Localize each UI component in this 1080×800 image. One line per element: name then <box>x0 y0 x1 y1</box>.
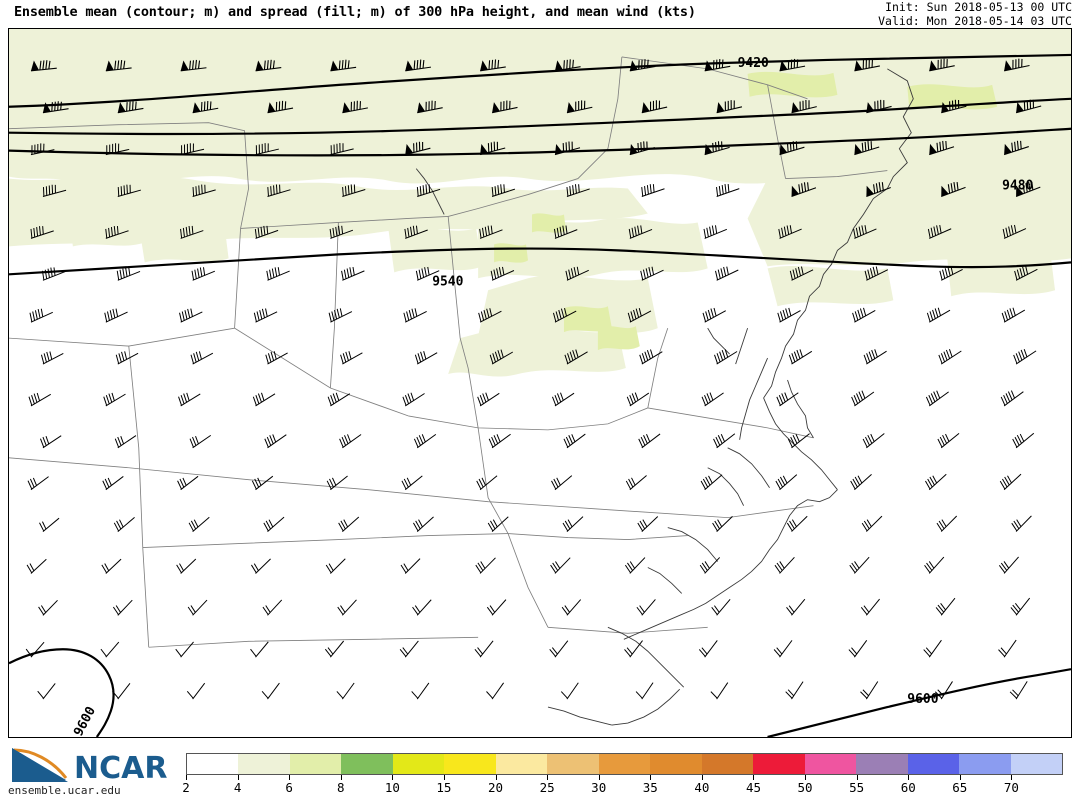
colorbar-tick-label: 8 <box>336 780 345 795</box>
colorbar-cell <box>1010 754 1062 774</box>
colorbar-cell <box>341 754 393 774</box>
contour-label: 9480 <box>1002 179 1033 194</box>
colorbar-cell <box>187 754 239 774</box>
colorbar-tick <box>805 775 807 780</box>
colorbar-tick <box>443 775 445 780</box>
forecast-timestamps: Init: Sun 2018-05-13 00 UTC Valid: Mon 20… <box>878 0 1072 28</box>
colorbar-tick <box>340 775 342 780</box>
colorbar-tick <box>959 775 961 780</box>
colorbar-tick <box>856 775 858 780</box>
colorbar-tick-label: 25 <box>539 780 555 795</box>
colorbar-tick-label: 2 <box>182 780 190 795</box>
colorbar-tick <box>908 775 910 780</box>
colorbar-tick-label: 50 <box>797 780 813 795</box>
map-svg: 9420 9480 9540 9600 9600 <box>9 29 1071 737</box>
colorbar-tick <box>237 775 239 780</box>
colorbar-tick-label: 4 <box>233 780 242 795</box>
colorbar-tick-label: 40 <box>694 780 710 795</box>
colorbar-tick-label: 6 <box>285 780 293 795</box>
svg-text:NCAR: NCAR <box>74 751 167 786</box>
colorbar-cell <box>753 754 805 774</box>
colorbar-cell <box>547 754 599 774</box>
colorbar-tick-label: 45 <box>745 780 761 795</box>
contour-label: 9600 <box>907 692 938 707</box>
colorbar-tick-label: 35 <box>642 780 658 795</box>
colorbar-cell <box>650 754 702 774</box>
colorbar-tick <box>701 775 703 780</box>
colorbar-tick-label: 60 <box>900 780 916 795</box>
colorbar-cell <box>959 754 1011 774</box>
colorbar-cell <box>701 754 754 774</box>
colorbar-tick-label: 70 <box>1003 780 1019 795</box>
colorbar-tick-label: 15 <box>436 780 452 795</box>
logo-url: ensemble.ucar.edu <box>8 784 121 797</box>
ncar-logo[interactable]: NCAR <box>6 744 178 796</box>
colorbar-tick <box>392 775 394 780</box>
colorbar-cell <box>907 754 960 774</box>
colorbar-tick <box>753 775 755 780</box>
colorbar-tick <box>1011 775 1013 780</box>
colorbar-tick <box>547 775 549 780</box>
colorbar-cell <box>392 754 445 774</box>
colorbar-tick <box>289 775 291 780</box>
colorbar-tick-label: 55 <box>849 780 865 795</box>
colorbar-tick <box>186 775 187 780</box>
contour-label: 9420 <box>738 56 769 71</box>
coastline <box>415 68 914 726</box>
colorbar-cell <box>289 754 342 774</box>
colorbar-tick <box>598 775 600 780</box>
colorbar-cell <box>444 754 496 774</box>
colorbar-cell <box>804 754 857 774</box>
map-canvas[interactable]: 9420 9480 9540 9600 9600 <box>8 28 1072 738</box>
colorbar-cell <box>598 754 651 774</box>
colorbar-tick-label: 20 <box>487 780 504 795</box>
height-contour-layer <box>9 53 1071 737</box>
valid-time: Valid: Mon 2018-05-14 03 UTC <box>878 13 1072 28</box>
spread-fill-layer <box>9 29 1071 377</box>
page-title: Ensemble mean (contour; m) and spread (f… <box>14 4 696 20</box>
init-time: Init: Sun 2018-05-13 00 UTC <box>885 0 1072 14</box>
colorbar[interactable] <box>186 753 1063 775</box>
colorbar-cell <box>856 754 908 774</box>
colorbar-tick-label: 10 <box>384 780 400 795</box>
colorbar-cell <box>495 754 548 774</box>
colorbar-ticks <box>186 775 1063 781</box>
colorbar-cell <box>238 754 290 774</box>
contour-label: 9540 <box>432 274 463 289</box>
colorbar-tick-label: 65 <box>952 780 968 795</box>
state-boundaries <box>9 56 888 648</box>
colorbar-labels: 2 4 6 8 10 15 20 25 30 35 40 45 50 55 60 65 70 <box>0 780 1080 798</box>
colorbar-tick <box>650 775 652 780</box>
colorbar-tick <box>495 775 497 780</box>
colorbar-tick-label: 30 <box>591 780 607 795</box>
